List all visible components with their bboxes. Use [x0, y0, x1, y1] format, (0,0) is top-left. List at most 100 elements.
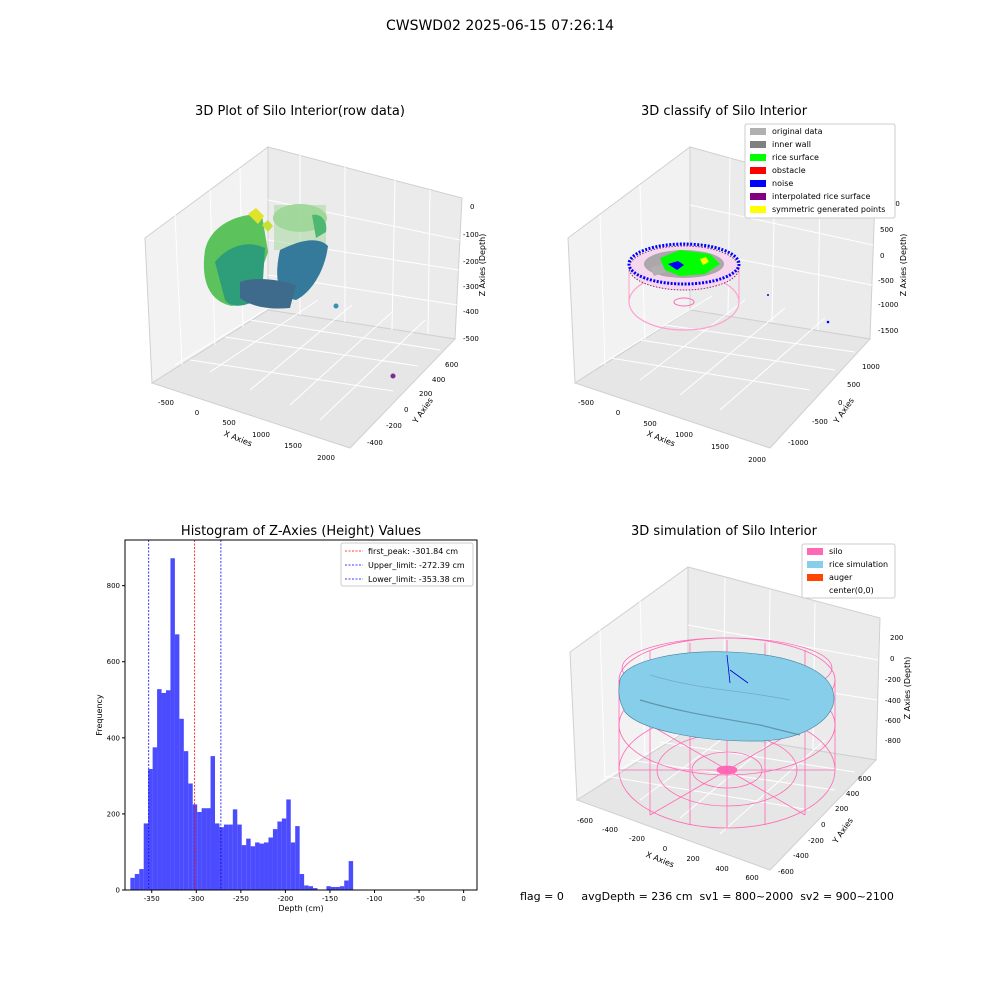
y-tick-label: 400 [107, 734, 120, 742]
histogram-bar [264, 842, 269, 890]
z-tick: 0 [880, 252, 884, 260]
histogram-bar [237, 824, 242, 890]
histogram-bar [223, 824, 229, 890]
histogram-bar [206, 808, 211, 890]
y-tick: -200 [808, 837, 824, 845]
legend-label: center(0,0) [829, 586, 874, 595]
status-footer: flag = 0 avgDepth = 236 cm sv1 = 800~200… [520, 890, 894, 903]
y-tick-label: 800 [107, 582, 120, 590]
classify-3d-plot: -500 0 500 1000 1500 2000 -1000 -500 0 5… [567, 123, 908, 464]
x-tick: 1000 [252, 431, 270, 439]
figure-title: CWSWD02 2025-06-15 07:26:14 [385, 18, 615, 34]
legend-label: first_peak: -301.84 cm [368, 547, 458, 556]
classified-cylinder [627, 242, 830, 331]
histogram-bar [228, 824, 233, 890]
x-axis-label: X Axies [645, 850, 676, 869]
histogram-bar [330, 886, 336, 890]
x-tick: -500 [158, 399, 174, 407]
y-axis-label: Y Axies [410, 396, 435, 426]
x-tick-label: -100 [367, 895, 383, 903]
stats-value: avgDepth = 236 cm sv1 = 800~2000 sv2 = 9… [581, 890, 894, 903]
x-tick: 0 [616, 409, 620, 417]
histogram-title: Histogram of Z-Axies (Height) Values [180, 524, 422, 539]
legend-label: silo [829, 547, 843, 556]
x-tick: 1500 [284, 442, 302, 450]
histogram-bar [326, 886, 331, 890]
x-tick-label: -50 [413, 895, 424, 903]
x-tick: 0 [663, 845, 667, 853]
plot-frame [124, 539, 478, 891]
z-tick: 0 [470, 203, 474, 211]
z-tick: -800 [885, 737, 901, 745]
histogram-bar [192, 804, 198, 890]
legend-label: rice simulation [829, 560, 888, 569]
histogram-bar [139, 869, 144, 890]
x-tick-label: -200 [277, 895, 293, 903]
x-tick: 2000 [317, 454, 335, 462]
histogram-bar [255, 842, 260, 890]
y-tick-label: 600 [107, 658, 120, 666]
histogram-bar [308, 886, 314, 890]
histogram-bar [304, 885, 309, 890]
legend-label: inner wall [772, 140, 811, 149]
histogram-bar [277, 821, 282, 890]
legend-label: auger [829, 573, 853, 582]
point-cloud [203, 204, 396, 379]
z-axis-label: Z Axies (Depth) [903, 657, 912, 720]
histogram-legend: first_peak: -301.84 cm Upper_limit: -272… [340, 542, 474, 587]
histogram-bar [259, 843, 265, 890]
z-tick: -400 [885, 697, 901, 705]
legend-label: Lower_limit: -353.38 cm [368, 575, 465, 584]
histogram-bar [143, 823, 149, 890]
y-tick: -200 [386, 422, 402, 430]
rice-surface [618, 651, 835, 742]
x-tick: 600 [745, 874, 758, 882]
y-tick: 400 [432, 376, 445, 384]
histogram-bar [268, 837, 273, 890]
histogram-bar [201, 808, 207, 890]
legend-label: rice surface [772, 153, 819, 162]
histogram-bar [152, 747, 158, 890]
z-tick: -200 [463, 258, 479, 266]
histogram-bar [165, 690, 171, 890]
histogram-bar [299, 874, 305, 890]
raw-data-3d-plot: -500 0 500 1000 1500 2000 -400 -200 0 20… [144, 146, 487, 462]
y-tick-label: 0 [116, 887, 120, 895]
x-axis-label: X Axies [646, 429, 677, 448]
histogram-bar [241, 845, 247, 890]
z-tick: -100 [463, 231, 479, 239]
histogram-bar [188, 783, 193, 890]
z-tick: -400 [463, 308, 479, 316]
y-tick: 400 [846, 790, 859, 798]
z-tick: -500 [463, 335, 479, 343]
plot-title-classify: 3D classify of Silo Interior [640, 104, 808, 119]
y-tick: 600 [858, 775, 871, 783]
legend-label: original data [772, 127, 823, 136]
x-tick: 1000 [675, 431, 693, 439]
plot-title-simulation: 3D simulation of Silo Interior [631, 524, 817, 539]
y-tick: -500 [812, 418, 828, 426]
histogram-bar [219, 827, 224, 890]
y-tick-label: 200 [107, 810, 120, 818]
y-tick: -1000 [788, 439, 808, 447]
histogram-bar [335, 886, 340, 890]
x-tick-label: 0 [461, 895, 465, 903]
pane-grid [174, 155, 461, 421]
plot-title-raw-data: 3D Plot of Silo Interior(row data) [195, 104, 405, 119]
histogram-bar [348, 861, 354, 890]
classify-legend: original data inner wall rice surface ob… [744, 123, 896, 219]
legend-label: noise [772, 179, 793, 188]
histogram-bar [286, 799, 291, 890]
x-tick-label: -300 [188, 895, 204, 903]
histogram-bar [272, 829, 278, 890]
x-tick: -500 [578, 399, 594, 407]
histogram-bar [290, 842, 296, 890]
histogram-bar [215, 823, 220, 890]
y-tick: -400 [793, 852, 809, 860]
x-tick-label: -350 [144, 895, 160, 903]
simulation-legend: silo rice simulation auger center(0,0) [801, 543, 896, 599]
histogram-bar [197, 812, 202, 890]
x-tick: -600 [577, 817, 593, 825]
y-axis-label: Y Axies [831, 396, 856, 426]
simulation-3d-plot: -600 -400 -200 0 200 400 600 -600 -400 -… [569, 543, 912, 882]
